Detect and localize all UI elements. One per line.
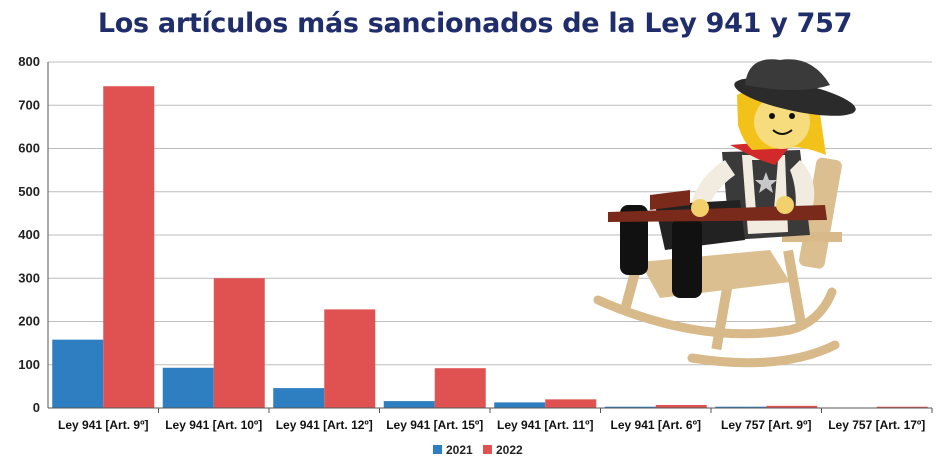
x-category-label: Ley 941 [Art. 12º] <box>276 418 373 432</box>
y-tick-label: 200 <box>18 314 40 329</box>
x-category-label: Ley 941 [Art. 10º] <box>165 418 262 432</box>
y-tick-label: 600 <box>18 141 40 156</box>
bar-2022-4 <box>545 399 597 408</box>
x-category-label: Ley 941 [Art. 6º] <box>611 418 701 432</box>
legend: 2021 2022 <box>433 443 523 457</box>
bar-2021-0 <box>52 339 104 408</box>
y-tick-label: 0 <box>33 400 40 415</box>
legend-swatch-2022 <box>483 445 492 454</box>
bar-2022-2 <box>324 309 376 408</box>
legend-label-2022: 2022 <box>496 443 523 457</box>
bar-2022-6 <box>766 405 818 408</box>
bar-2021-4 <box>494 402 546 408</box>
bar-2021-5 <box>604 406 656 408</box>
y-tick-label: 100 <box>18 357 40 372</box>
bar-2021-1 <box>162 367 214 408</box>
chart-title: Los artículos más sancionados de la Ley … <box>97 8 853 39</box>
bars <box>52 86 928 409</box>
y-tick-label: 500 <box>18 184 40 199</box>
legend-swatch-2021 <box>433 445 442 454</box>
bar-2021-2 <box>273 388 325 408</box>
x-category-label: Ley 757 [Art. 9º] <box>721 418 811 432</box>
labels: 0 100 200 300 400 500 600 700 800 Ley 941 [Art. 9… <box>18 54 925 432</box>
y-tick-label: 300 <box>18 270 40 285</box>
bar-2022-7 <box>876 406 928 408</box>
bar-2021-6 <box>715 406 767 408</box>
bar-2022-3 <box>434 368 486 408</box>
bar-2022-5 <box>655 404 707 408</box>
axes <box>47 62 933 413</box>
x-category-label: Ley 757 [Art. 17º] <box>828 418 925 432</box>
bar-2022-0 <box>103 86 155 408</box>
x-category-label: Ley 941 [Art. 11º] <box>497 418 593 432</box>
bar-2021-3 <box>383 401 435 408</box>
bar-2022-1 <box>213 278 265 408</box>
y-tick-label: 800 <box>18 54 40 69</box>
y-tick-label: 400 <box>18 227 40 242</box>
x-category-label: Ley 941 [Art. 15º] <box>386 418 483 432</box>
legend-label-2021: 2021 <box>446 443 473 457</box>
playmobil-cowboy-rocking-chair-icon <box>593 59 856 368</box>
y-tick-label: 700 <box>18 97 40 112</box>
x-category-label: Ley 941 [Art. 9º] <box>58 418 148 432</box>
